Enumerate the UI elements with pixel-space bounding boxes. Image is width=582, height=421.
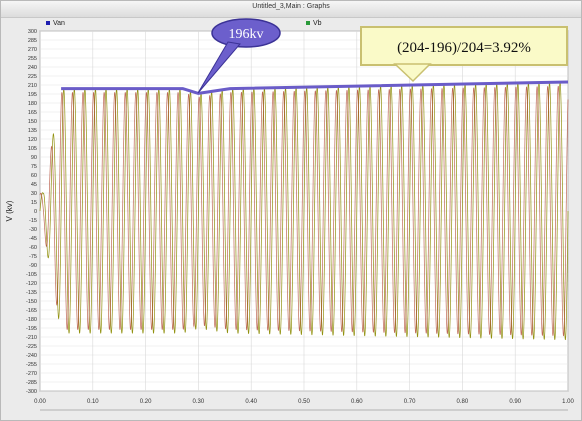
x-tick-labels: 0.00 0.10 0.20 0.30 0.40 0.50 0.60 0.70 0.80 0.90… xyxy=(34,399,574,405)
y-tick-label: 90 xyxy=(31,155,37,161)
y-tick-label: -210 xyxy=(26,335,37,341)
x-tick-label: 0.10 xyxy=(87,399,99,405)
y-tick-label: -120 xyxy=(26,281,37,287)
x-tick-label: 0.30 xyxy=(193,399,205,405)
y-tick-label: 75 xyxy=(31,164,37,170)
x-tick-label: 0.20 xyxy=(140,399,152,405)
y-tick-label: 165 xyxy=(28,110,37,116)
x-tick-label: 0.00 xyxy=(34,399,46,405)
callout-196kv-text: 196kv xyxy=(229,27,264,42)
y-tick-label: -135 xyxy=(26,290,37,296)
callout-percent-text: (204-196)/204=3.92% xyxy=(397,40,531,56)
y-tick-label: 150 xyxy=(28,119,37,125)
legend-item-vb: Vb xyxy=(306,20,322,27)
y-tick-label: 120 xyxy=(28,137,37,143)
y-tick-label: -150 xyxy=(26,299,37,305)
y-tick-label: 195 xyxy=(28,92,37,98)
callout-percent: (204-196)/204=3.92% xyxy=(360,26,568,83)
y-tick-label: -75 xyxy=(29,254,37,260)
legend-label-van: Van xyxy=(53,20,65,27)
x-tick-label: 1.00 xyxy=(562,399,574,405)
y-tick-label: 45 xyxy=(31,182,37,188)
x-tick-label: 0.60 xyxy=(351,399,363,405)
y-tick-label: -255 xyxy=(26,362,37,368)
y-tick-label: -225 xyxy=(26,344,37,350)
y-tick-label: 180 xyxy=(28,101,37,107)
y-tick-label: -105 xyxy=(26,272,37,278)
y-tick-label: 15 xyxy=(31,200,37,206)
callout-percent-pointer xyxy=(393,63,432,83)
y-tick-label: 210 xyxy=(28,83,37,89)
y-tick-label: 270 xyxy=(28,47,37,53)
y-tick-label: 225 xyxy=(28,74,37,80)
waveform-trace-2 xyxy=(39,85,569,337)
y-tick-label: 240 xyxy=(28,65,37,71)
x-tick-label: 0.40 xyxy=(245,399,257,405)
y-tick-label: 105 xyxy=(28,146,37,152)
y-tick-label: 255 xyxy=(28,56,37,62)
envelope xyxy=(61,80,569,95)
x-tick-label: 0.70 xyxy=(404,399,416,405)
y-tick-label: 285 xyxy=(28,38,37,44)
window-title: Untitled_3,Main : Graphs xyxy=(252,3,330,10)
legend-item-van: Van xyxy=(46,20,65,27)
y-tick-label: -60 xyxy=(29,245,37,251)
y-tick-label: -270 xyxy=(26,371,37,377)
callout-196kv: 196kv xyxy=(197,18,281,94)
y-axis-label: V (kv) xyxy=(5,200,14,221)
title-bar: Untitled_3,Main : Graphs xyxy=(1,1,581,18)
y-tick-label: -90 xyxy=(29,263,37,269)
y-tick-label: -240 xyxy=(26,353,37,359)
y-tick-label: -195 xyxy=(26,326,37,332)
waveform-traces xyxy=(39,82,569,341)
x-tick-label: 0.90 xyxy=(509,399,521,405)
y-tick-labels: 3002852702552402252101951801651501351201… xyxy=(26,29,37,395)
callout-196kv-pointer xyxy=(197,41,241,94)
y-tick-label: -180 xyxy=(26,317,37,323)
grid-lines xyxy=(39,30,569,392)
callout-196kv-bubble xyxy=(211,18,281,48)
x-tick-label: 0.50 xyxy=(298,399,310,405)
y-tick-label: 300 xyxy=(28,29,37,35)
y-tick-label: 60 xyxy=(31,173,37,179)
y-tick-label: 0 xyxy=(34,209,37,215)
y-tick-label: -285 xyxy=(26,380,37,386)
legend-swatch-vb xyxy=(306,21,310,26)
y-tick-label: -300 xyxy=(26,389,37,395)
y-tick-label: 135 xyxy=(28,128,37,134)
y-tick-label: 30 xyxy=(31,191,37,197)
callout-percent-box xyxy=(360,26,568,66)
legend-label-vb: Vb xyxy=(313,20,322,27)
y-tick-label: -15 xyxy=(29,218,37,224)
legend-swatch-van xyxy=(46,21,50,26)
x-tick-label: 0.80 xyxy=(457,399,469,405)
y-tick-label: -165 xyxy=(26,308,37,314)
y-tick-label: -45 xyxy=(29,236,37,242)
y-tick-label: -30 xyxy=(29,227,37,233)
